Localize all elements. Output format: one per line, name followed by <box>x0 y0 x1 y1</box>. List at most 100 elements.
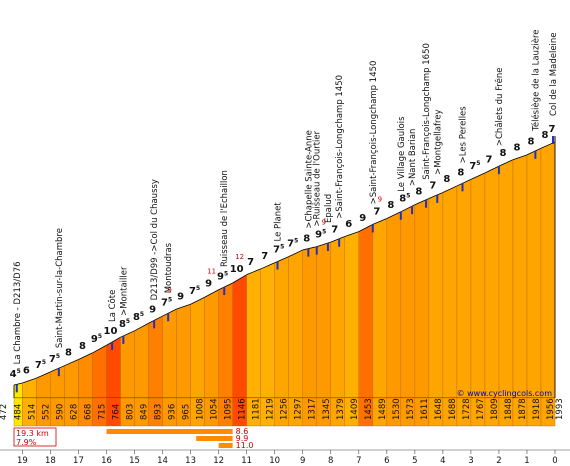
steep-section-bar <box>106 429 233 434</box>
profile-segment <box>148 315 163 399</box>
gradient-label: 95 <box>315 228 326 240</box>
altitude-value: 628 <box>69 404 79 420</box>
altitude-value: 1181 <box>252 398 262 420</box>
profile-segment <box>106 336 121 399</box>
altitude-value: 849 <box>140 404 150 420</box>
place-label: Saint-François-Longchamp 1650 <box>422 43 432 180</box>
altitude-value: 1993 <box>555 398 565 420</box>
profile-segment <box>316 241 331 399</box>
profile-segment <box>302 246 317 399</box>
profile-segment <box>526 147 542 399</box>
profile-edge <box>330 236 345 243</box>
profile-segment <box>442 185 458 399</box>
km-tick-label: 13 <box>185 456 196 466</box>
place-label: >Montailler <box>119 266 129 316</box>
profile-segment <box>288 249 303 399</box>
altitude-value: 1809 <box>490 398 500 420</box>
altitude-value: 1611 <box>420 398 430 420</box>
profile-segment <box>190 296 205 399</box>
profile-edge <box>134 322 149 332</box>
km-tick-label: 9 <box>300 456 305 466</box>
profile-segment <box>456 179 472 399</box>
gradient-label: 75 <box>469 160 480 172</box>
altitude-value: 1054 <box>210 398 220 420</box>
gradient-label: 8 <box>542 130 549 141</box>
profile-edge <box>106 336 121 346</box>
gradient-label: 8 <box>443 174 450 185</box>
profile-segment <box>372 218 388 399</box>
altitude-value: 1146 <box>238 398 248 420</box>
altitude-value: 1878 <box>518 398 528 420</box>
altitude-value: 715 <box>98 404 108 420</box>
km-tick-label: 1 <box>524 456 529 466</box>
place-label: >Ruisseau de l'Ourtier <box>313 130 323 226</box>
profile-edge <box>176 303 191 310</box>
gradient-label: 85 <box>119 318 130 330</box>
profile-edge <box>400 204 416 213</box>
place-label: Montoudras <box>164 242 174 293</box>
profile-segment <box>498 159 514 399</box>
km-tick-label: 10 <box>269 456 280 466</box>
place-marker <box>57 368 60 377</box>
gradient-label: 75 <box>161 297 172 309</box>
altitude-value: 1688 <box>448 398 458 420</box>
profile-edge <box>288 249 303 258</box>
gradient-label: 75 <box>35 359 46 371</box>
altitude-value: 1530 <box>392 398 402 420</box>
profile-area <box>13 136 556 399</box>
profile-edge <box>386 211 402 219</box>
altitude-value: 936 <box>168 404 178 420</box>
profile-edge <box>204 289 219 298</box>
altitude-value: 1379 <box>336 398 346 420</box>
place-label: Epalud <box>324 194 334 223</box>
profile-segment <box>344 231 359 399</box>
gradient-label: 7 <box>485 155 492 166</box>
place-label: La Chambre - D213/D76 <box>13 261 23 364</box>
gradient-label: 9 <box>177 292 184 303</box>
gradient-label: 75 <box>273 244 284 256</box>
profile-edge <box>260 262 275 270</box>
place-label: Le Village Gaulois <box>397 116 407 192</box>
gradient-label: 8 <box>65 348 72 359</box>
altitude-value: 1956 <box>546 398 556 420</box>
profile-segment <box>274 256 289 399</box>
max-gradient-label: 12 <box>235 253 244 261</box>
profile-edge <box>92 344 107 354</box>
profile-segment <box>92 344 107 399</box>
altitude-value: 764 <box>112 404 122 420</box>
altitude-value: 1489 <box>378 398 388 420</box>
profile-segment <box>428 192 444 399</box>
stats-box <box>13 427 57 447</box>
profile-edge <box>64 359 79 367</box>
place-label: >Chapelle Sainte-Anne <box>304 130 314 229</box>
place-label: Saint-Martin-sur-la-Chambre <box>55 228 65 348</box>
gradient-label: 8 <box>387 200 394 211</box>
gradient-label: 95 <box>91 333 102 345</box>
profile-edge <box>232 274 247 284</box>
place-marker <box>399 211 402 220</box>
max-gradient-label: 9 <box>378 195 382 203</box>
altitude-cell <box>540 397 556 427</box>
profile-edge <box>498 159 514 167</box>
km-tick-label: 11 <box>241 456 252 466</box>
gradient-label: 75 <box>189 285 200 297</box>
gradient-label: 75 <box>287 237 298 249</box>
profile-segment <box>400 204 416 399</box>
place-marker <box>411 206 414 215</box>
credit-text: © www.cyclingcols.com <box>457 389 553 398</box>
profile-segment <box>414 198 430 399</box>
gradient-label: 9 <box>149 305 156 316</box>
place-label: >Les Perelles <box>458 106 468 164</box>
steep-section-bar <box>196 436 233 441</box>
profile-edge <box>22 377 37 384</box>
profile-edge <box>344 231 359 237</box>
steep-section-value: 11.0 <box>236 441 254 450</box>
gradient-label: 7 <box>549 124 556 135</box>
profile-edge <box>316 241 331 248</box>
gradient-label: 95 <box>217 270 228 282</box>
altitude-value: 1219 <box>266 398 276 420</box>
profile-edge <box>372 218 387 225</box>
km-tick-label: 0 <box>552 456 557 466</box>
profile-edge <box>78 352 93 360</box>
